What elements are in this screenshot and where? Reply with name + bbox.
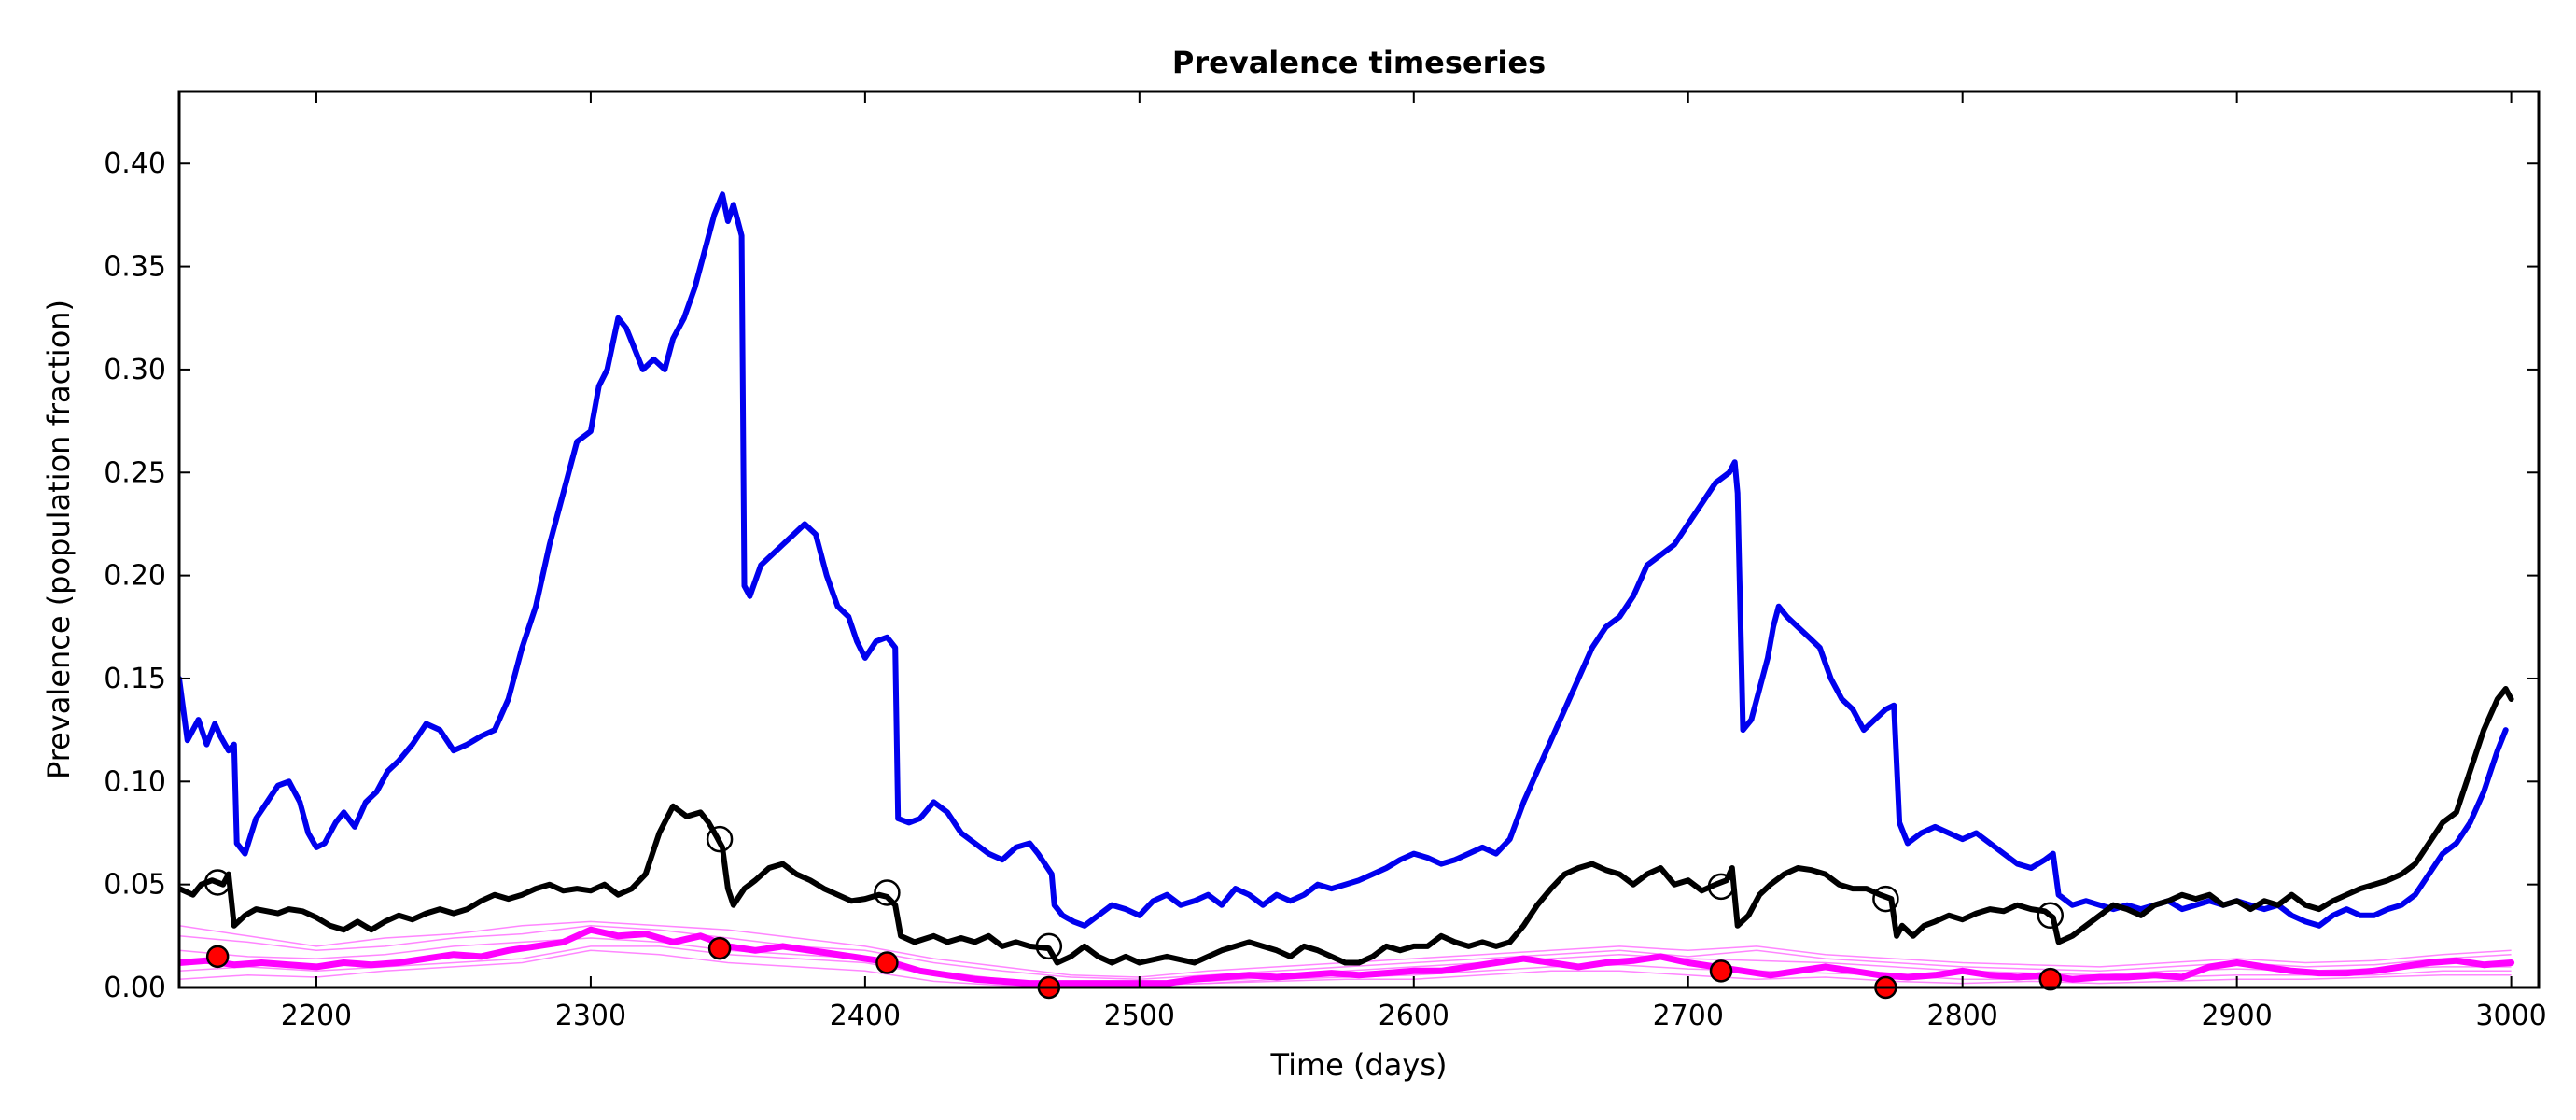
x-axis-label: Time (days) bbox=[1270, 1047, 1448, 1083]
open-circle-marker bbox=[874, 879, 901, 906]
series-layer bbox=[179, 191, 2515, 987]
y-tick-label: 0.20 bbox=[104, 560, 166, 593]
open-circle-marker bbox=[706, 825, 734, 853]
x-tick-label: 2800 bbox=[1927, 1000, 1998, 1032]
series-line-magenta-thin-2 bbox=[179, 949, 2512, 987]
y-tick-label: 0.00 bbox=[104, 972, 166, 1004]
red-dot-marker bbox=[707, 936, 732, 960]
y-tick-label: 0.40 bbox=[104, 147, 166, 180]
x-tick-label: 3000 bbox=[2475, 1000, 2546, 1032]
series-line-magenta bbox=[179, 926, 2515, 987]
x-tick-label: 2900 bbox=[2201, 1000, 2272, 1032]
open-circle-marker bbox=[1707, 873, 1735, 901]
x-tick-label: 2300 bbox=[555, 1000, 626, 1032]
y-tick-label: 0.05 bbox=[104, 869, 166, 902]
x-tick-label: 2700 bbox=[1653, 1000, 1724, 1032]
red-dot-marker bbox=[205, 945, 230, 969]
y-tick-label: 0.30 bbox=[104, 354, 166, 386]
open-circle-marker bbox=[1035, 932, 1063, 960]
x-tick-label: 2200 bbox=[281, 1000, 352, 1032]
series-line-blue bbox=[179, 191, 2509, 929]
y-axis: 0.00 0.05 0.10 0.15 0.20 0.25 0.30 0.35 0.40 bbox=[104, 147, 2539, 1004]
x-tick-label: 2400 bbox=[830, 1000, 901, 1032]
x-tick-label: 2500 bbox=[1104, 1000, 1175, 1032]
y-tick-label: 0.10 bbox=[104, 765, 166, 798]
plot-area bbox=[177, 90, 2541, 1000]
open-circle-marker bbox=[2037, 902, 2065, 930]
x-axis: 2200 2300 2400 2500 2600 2700 2800 2900 3000 bbox=[281, 91, 2547, 1032]
y-tick-label: 0.25 bbox=[104, 456, 166, 489]
open-circle-marker bbox=[1872, 885, 1899, 913]
red-dot-marker bbox=[2038, 967, 2063, 991]
y-tick-label: 0.15 bbox=[104, 663, 166, 695]
red-dot-marker bbox=[1709, 959, 1733, 983]
marker-layer bbox=[203, 825, 2065, 1000]
series-line-magenta-thin-1 bbox=[179, 925, 2512, 980]
open-circle-marker bbox=[203, 869, 231, 896]
red-dot-marker bbox=[875, 951, 899, 974]
y-tick-label: 0.35 bbox=[104, 251, 166, 284]
y-axis-label: Prevalence (population fraction) bbox=[41, 300, 77, 779]
plot-frame bbox=[177, 90, 2541, 989]
x-tick-label: 2600 bbox=[1379, 1000, 1449, 1032]
series-line-black bbox=[179, 686, 2514, 966]
chart-title: Prevalence timeseries bbox=[1172, 45, 1546, 80]
